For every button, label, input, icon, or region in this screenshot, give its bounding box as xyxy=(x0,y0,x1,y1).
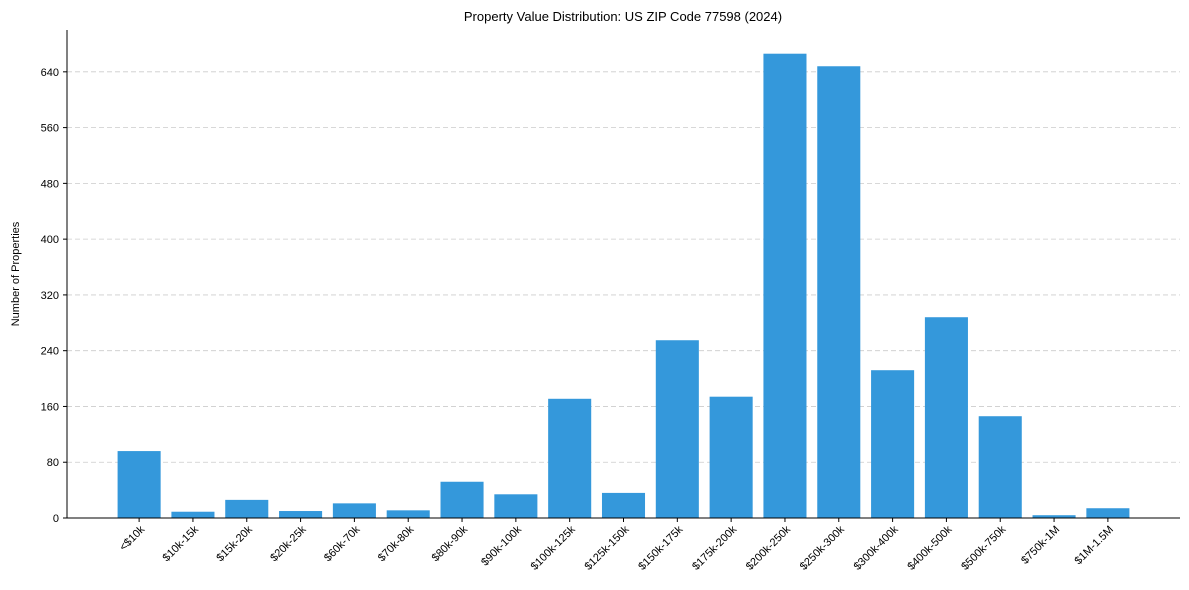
x-tick-label: $175k-200k xyxy=(690,523,739,572)
bar xyxy=(279,511,323,518)
y-tick-label: 320 xyxy=(41,290,59,302)
y-tick-label: 560 xyxy=(41,123,59,135)
y-axis-label: Number of Properties xyxy=(10,221,22,326)
gridlines xyxy=(67,71,1180,463)
x-tick-label: $100k-125k xyxy=(529,523,578,572)
bar xyxy=(332,503,376,518)
x-tick-label: $10k-15k xyxy=(161,523,202,564)
x-tick-label: $90k-100k xyxy=(479,523,524,568)
bar xyxy=(655,340,699,518)
bar xyxy=(117,451,161,518)
bar xyxy=(601,492,646,518)
x-tick-label: $400k-500k xyxy=(905,523,954,572)
x-tick-label: $750k-1M xyxy=(1019,524,1062,567)
bar xyxy=(924,317,968,518)
bar xyxy=(225,499,269,518)
bar xyxy=(494,494,538,518)
y-tick-label: 80 xyxy=(47,457,59,469)
x-tick-label: $300k-400k xyxy=(852,523,901,572)
x-tick-label: $80k-90k xyxy=(430,523,471,564)
bar xyxy=(763,53,807,519)
y-tick-label: 240 xyxy=(41,346,59,358)
chart-title: Property Value Distribution: US ZIP Code… xyxy=(464,9,782,24)
bar xyxy=(171,511,215,518)
x-tick-label: $250k-300k xyxy=(798,523,847,572)
bar xyxy=(440,481,484,518)
bar xyxy=(817,66,861,518)
bar xyxy=(386,510,430,518)
x-tick-label: $125k-150k xyxy=(582,523,631,572)
x-tick-label: $60k-70k xyxy=(322,523,363,564)
bar xyxy=(1086,508,1130,518)
y-tick-label: 0 xyxy=(53,513,59,525)
x-tick-label: <$10k xyxy=(117,523,147,553)
x-tick-label: $200k-250k xyxy=(744,523,793,572)
x-tick-label: $70k-80k xyxy=(376,523,417,564)
y-tick-label: 640 xyxy=(41,67,59,79)
bar xyxy=(548,398,592,518)
x-tick-label: $1M-1.5M xyxy=(1072,524,1116,568)
bar xyxy=(871,370,915,518)
bar xyxy=(709,396,753,518)
x-tick-label: $20k-25k xyxy=(268,523,309,564)
x-axis: <$10k $10k-15k $15k-20k $20k-25k $60k-70k $70… xyxy=(67,517,1180,573)
y-tick-label: 480 xyxy=(41,178,59,190)
bar xyxy=(978,416,1022,518)
y-axis: 0 80 160 240 320 400 480 560 640 xyxy=(41,30,68,525)
x-tick-label: $500k-750k xyxy=(959,523,1008,572)
y-tick-label: 160 xyxy=(41,401,59,413)
bars xyxy=(117,53,1130,519)
x-tick-label: $150k-175k xyxy=(636,523,685,572)
bar xyxy=(1032,515,1076,518)
x-tick-label: $15k-20k xyxy=(214,523,255,564)
y-tick-label: 400 xyxy=(41,234,59,246)
